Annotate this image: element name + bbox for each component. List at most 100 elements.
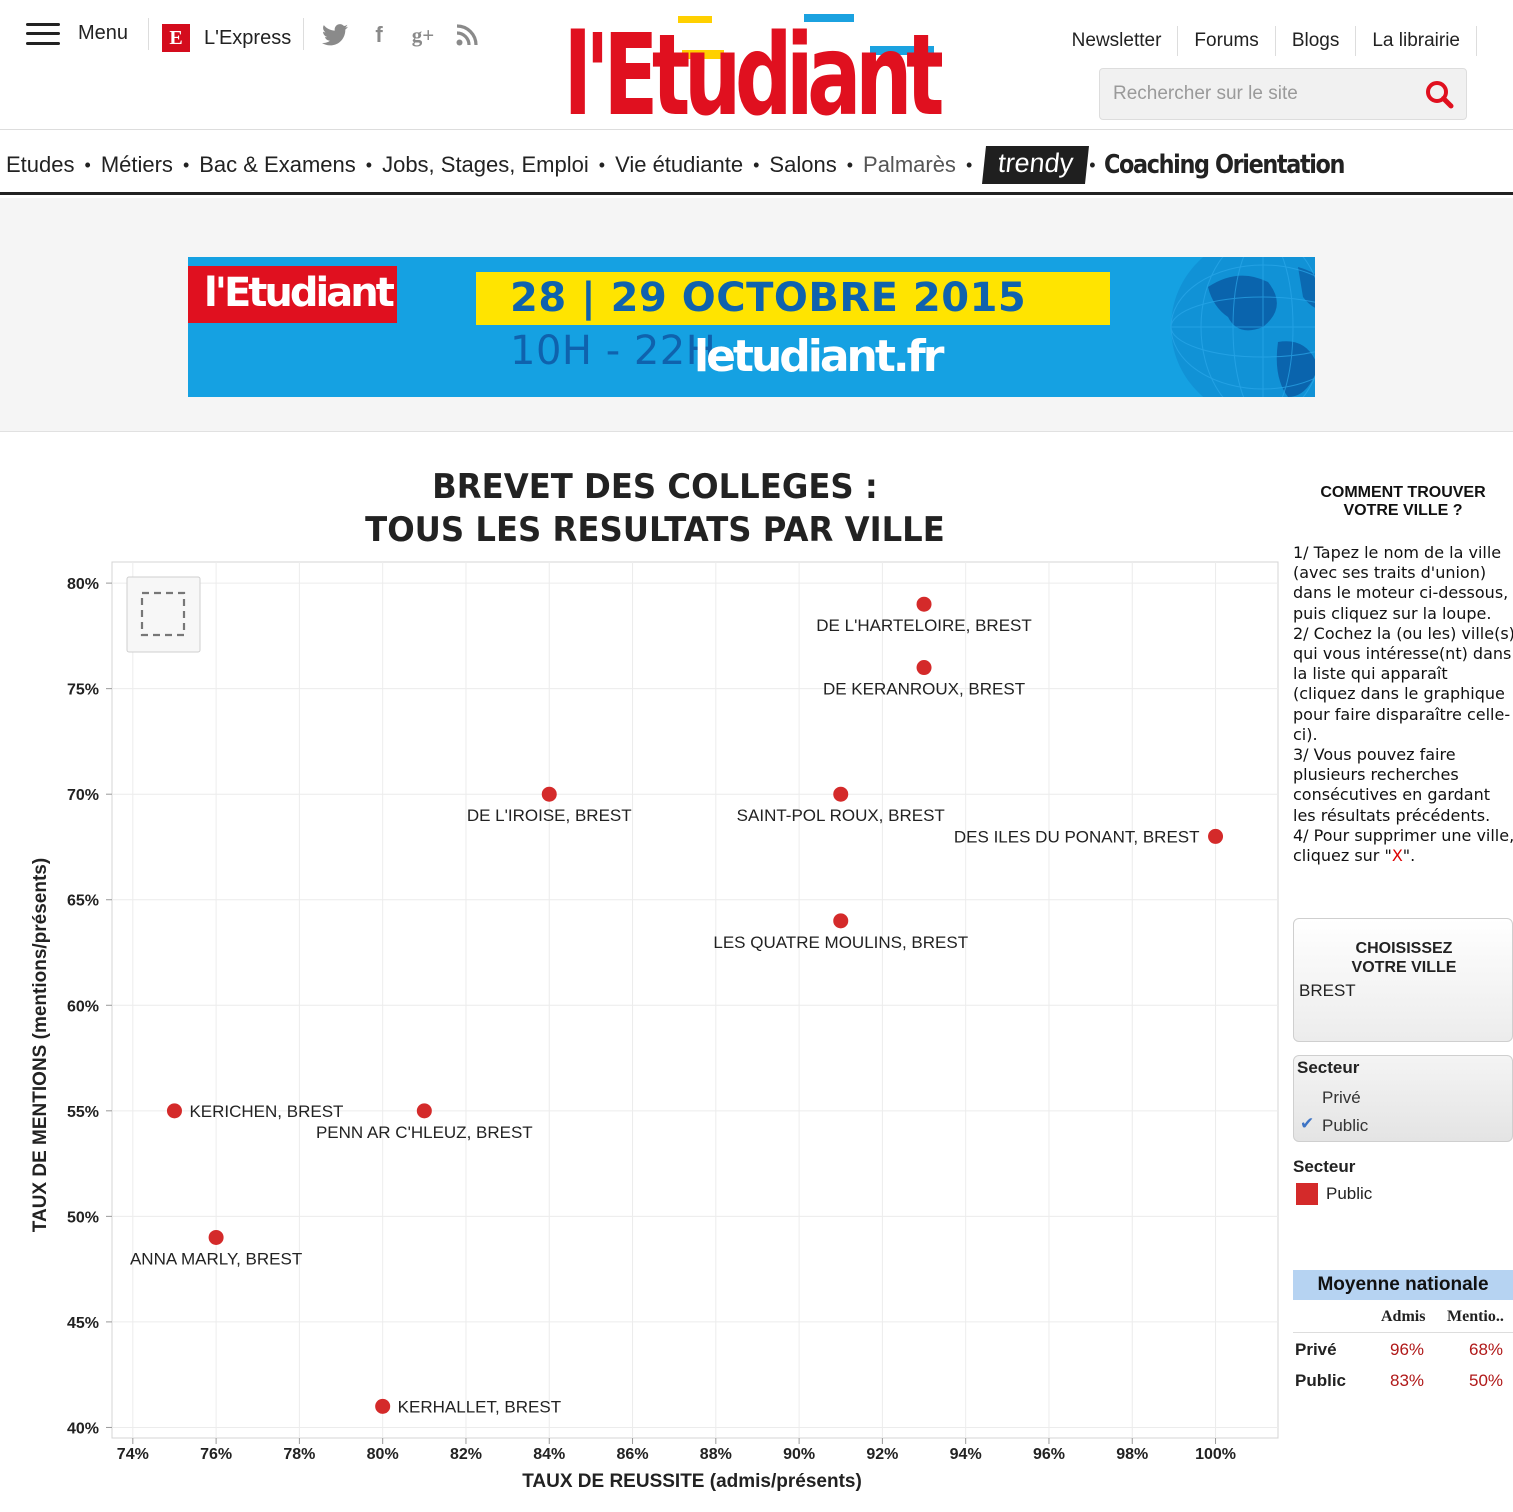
- secteur-option-prive[interactable]: Privé: [1322, 1088, 1361, 1107]
- letudiant-logo[interactable]: l'Etudiant: [562, 10, 942, 122]
- x-tick-label: 74%: [117, 1446, 149, 1463]
- nav-separator: •: [1089, 154, 1096, 175]
- data-point[interactable]: [1208, 828, 1224, 844]
- nav-item-palmares[interactable]: Palmarès: [863, 152, 956, 177]
- row-mentions: 68%: [1469, 1340, 1504, 1359]
- data-point[interactable]: [541, 786, 557, 802]
- newsletter-link[interactable]: Newsletter: [1056, 26, 1179, 56]
- y-tick-label: 75%: [67, 682, 99, 699]
- secteur-option-public[interactable]: Public: [1322, 1116, 1369, 1135]
- help-title-line2: VOTRE VILLE ?: [1343, 502, 1463, 519]
- x-tick-label: 82%: [450, 1446, 482, 1463]
- data-point[interactable]: [833, 913, 849, 929]
- trendy-link[interactable]: trendy: [982, 146, 1090, 184]
- marquee-select-icon: [140, 591, 186, 637]
- data-point-label: LES QUATRE MOULINS, BREST: [713, 933, 968, 952]
- hamburger-icon: [26, 22, 60, 45]
- coaching-orientation-link[interactable]: Coaching Orientation: [1103, 150, 1345, 180]
- help-text: 1/ Tapez le nom de la ville (avec ses tr…: [1293, 543, 1513, 866]
- main-nav: Etudes • Métiers • Bac & Examens • Jobs,…: [0, 131, 1513, 195]
- data-point[interactable]: [375, 1398, 391, 1414]
- nav-item-salons[interactable]: Salons: [769, 152, 837, 177]
- rss-icon[interactable]: [454, 22, 480, 48]
- google-plus-icon[interactable]: g+: [411, 22, 435, 47]
- menu-button[interactable]: Menu: [26, 22, 128, 45]
- forums-link[interactable]: Forums: [1178, 26, 1276, 56]
- help-step-3: 3/ Vous pouvez faire plusieurs recherche…: [1293, 745, 1491, 825]
- y-axis-ticks: 40% 45% 50% 55% 60% 65% 70% 75% 80%: [67, 576, 112, 1437]
- salon-banner[interactable]: l'Etudiant 28 | 29 OCTOBRE 2015 10H - 22…: [188, 257, 1315, 397]
- blogs-link[interactable]: Blogs: [1276, 26, 1357, 56]
- data-point-label: KERICHEN, BREST: [189, 1102, 343, 1121]
- scatter-chart[interactable]: 40% 45% 50% 55% 60% 65% 70% 75% 80% 74% 76% 78% 80%…: [0, 550, 1290, 1512]
- nav-item-vie-etudiante[interactable]: Vie étudiante: [615, 152, 744, 177]
- chart-title: BREVET DES COLLEGES : TOUS LES RESULTATS…: [318, 466, 993, 552]
- site-header: Menu E L'Express f g+ l'Etudiant Newsl: [0, 0, 1513, 130]
- search-icon[interactable]: [1424, 79, 1456, 111]
- row-admis: 96%: [1390, 1340, 1425, 1359]
- legend-title: Secteur: [1293, 1157, 1356, 1176]
- ad-zone: l'Etudiant 28 | 29 OCTOBRE 2015 10H - 22…: [0, 198, 1513, 432]
- nav-item-metiers[interactable]: Métiers: [100, 152, 173, 177]
- data-point-label: ANNA MARLY, BREST: [130, 1249, 302, 1268]
- x-tick-label: 90%: [783, 1446, 815, 1463]
- secteur-filter: Secteur Privé ✔ Public: [1293, 1055, 1513, 1142]
- nav-item-jobs[interactable]: Jobs, Stages, Emploi: [382, 152, 589, 177]
- x-axis-label: TAUX DE REUSSITE (admis/présents): [522, 1471, 862, 1492]
- nav-separator: •: [965, 154, 973, 175]
- city-selected-value[interactable]: BREST: [1299, 981, 1356, 1000]
- x-tick-label: 94%: [950, 1446, 982, 1463]
- x-tick-label: 84%: [533, 1446, 565, 1463]
- city-selector[interactable]: CHOISISSEZ VOTRE VILLE BREST: [1293, 918, 1513, 1042]
- social-links: f g+: [322, 22, 480, 48]
- lexpress-logo-icon: E: [162, 24, 190, 52]
- divider: [1293, 1332, 1513, 1333]
- globe-icon: [1170, 257, 1315, 397]
- data-point[interactable]: [416, 1103, 432, 1119]
- search-input[interactable]: [1100, 69, 1420, 119]
- nav-separator: •: [846, 154, 854, 175]
- help-step-1: 1/ Tapez le nom de la ville (avec ses tr…: [1293, 543, 1509, 623]
- banner-site: letudiant.fr: [694, 331, 944, 382]
- x-tick-label: 96%: [1033, 1446, 1065, 1463]
- librairie-link[interactable]: La librairie: [1356, 26, 1477, 56]
- help-step-4-x: X: [1391, 846, 1403, 866]
- plot-area[interactable]: [111, 561, 1279, 1439]
- help-step-2: 2/ Cochez la (ou les) ville(s) qui vous …: [1293, 623, 1513, 744]
- nav-separator: •: [182, 154, 190, 175]
- site-search: [1099, 68, 1467, 120]
- nav-item-bac-examens[interactable]: Bac & Examens: [199, 152, 356, 177]
- data-point[interactable]: [916, 596, 932, 612]
- selection-tool-button[interactable]: [126, 576, 201, 653]
- x-tick-label: 78%: [283, 1446, 315, 1463]
- chart-title-line2: TOUS LES RESULTATS PAR VILLE: [365, 510, 945, 550]
- svg-text:l'Etudiant: l'Etudiant: [564, 11, 942, 122]
- data-point[interactable]: [166, 1103, 182, 1119]
- checkmark-icon: ✔: [1300, 1114, 1315, 1133]
- y-axis-label: TAUX DE MENTIONS (mentions/présents): [30, 858, 51, 1232]
- data-point-label: DE KERANROUX, BREST: [823, 680, 1025, 699]
- y-tick-label: 50%: [67, 1209, 99, 1226]
- menu-label: Menu: [78, 22, 129, 44]
- y-tick-label: 65%: [67, 893, 99, 910]
- data-point[interactable]: [208, 1229, 224, 1245]
- lexpress-link[interactable]: E L'Express: [162, 24, 291, 52]
- y-tick-label: 70%: [67, 787, 99, 804]
- city-selector-title: CHOISISSEZ VOTRE VILLE: [1294, 939, 1513, 977]
- chart-title-line1: BREVET DES COLLEGES :: [432, 467, 878, 507]
- y-tick-label: 45%: [67, 1315, 99, 1332]
- data-point-label: DE L'HARTELOIRE, BREST: [816, 616, 1032, 635]
- row-label: Public: [1295, 1371, 1347, 1390]
- nav-item-etudes[interactable]: Etudes: [6, 152, 75, 177]
- legend-swatch-public: [1296, 1183, 1318, 1205]
- nav-separator: •: [753, 154, 760, 175]
- city-title-line1: CHOISISSEZ: [1355, 940, 1453, 957]
- data-point-label: DES ILES DU PONANT, BREST: [954, 827, 1200, 846]
- twitter-icon[interactable]: [322, 22, 348, 48]
- data-point[interactable]: [916, 660, 932, 676]
- data-point[interactable]: [833, 786, 849, 802]
- help-step-4-text: 4/ Pour supprimer une ville, cliquez sur…: [1293, 825, 1513, 866]
- x-tick-label: 88%: [700, 1446, 732, 1463]
- facebook-icon[interactable]: f: [375, 22, 383, 47]
